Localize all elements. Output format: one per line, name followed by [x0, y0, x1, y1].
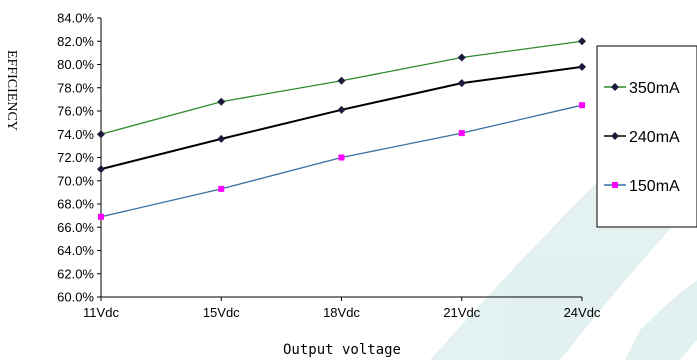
- legend-marker-150ma: [612, 182, 618, 188]
- data-point-150ma: [338, 154, 345, 161]
- x-tick-label: 18Vdc: [323, 305, 360, 320]
- legend-label-240ma: 240mA: [629, 129, 680, 146]
- legend-item-240ma: 240mA: [604, 129, 680, 146]
- y-tick-label: 68.0%: [57, 197, 94, 212]
- data-point-150ma: [579, 102, 585, 109]
- x-axis-ticks: 11Vdc 15Vdc 18Vdc 21Vdc 24Vdc: [83, 297, 601, 320]
- y-axis-ticks: 60.0% 62.0% 64.0% 66.0% 68.0% 70.0% 72.0% 74.0%…: [57, 11, 101, 305]
- series-layer: [97, 37, 586, 220]
- data-point-240ma: [457, 79, 466, 88]
- legend-label-150ma: 150mA: [629, 178, 680, 195]
- y-tick-label: 64.0%: [57, 243, 94, 258]
- x-tick-label: 24Vdc: [564, 305, 601, 320]
- legend-marker-350ma: [611, 83, 619, 91]
- y-axis-title: EFFICIENCY: [4, 50, 19, 131]
- y-tick-label: 74.0%: [57, 127, 94, 142]
- y-tick-label: 66.0%: [57, 220, 94, 235]
- data-point-350ma: [97, 130, 105, 139]
- data-point-240ma: [97, 165, 105, 174]
- x-tick-label: 11Vdc: [83, 305, 119, 320]
- x-axis-title: Output voltage: [283, 342, 401, 358]
- y-tick-label: 76.0%: [57, 104, 94, 119]
- data-point-150ma: [458, 130, 465, 137]
- series-line-350ma: [100, 40, 583, 135]
- y-tick-label: 84.0%: [57, 11, 94, 26]
- y-tick-label: 62.0%: [57, 266, 94, 281]
- y-tick-label: 78.0%: [57, 80, 94, 95]
- data-point-350ma: [578, 37, 586, 46]
- legend-item-150ma: 150mA: [604, 178, 680, 195]
- legend: 350mA 240mA 150mA: [596, 45, 697, 228]
- data-point-150ma: [218, 185, 225, 192]
- y-tick-label: 60.0%: [57, 290, 94, 305]
- legend-marker-240ma: [611, 132, 619, 140]
- watermark-arc-small: [625, 280, 697, 360]
- x-tick-label: 21Vdc: [443, 305, 480, 320]
- legend-label-350ma: 350mA: [629, 80, 680, 97]
- data-point-350ma: [337, 76, 346, 85]
- y-tick-label: 82.0%: [57, 34, 94, 49]
- y-tick-label: 72.0%: [57, 150, 94, 165]
- series-line-150ma: [100, 104, 583, 218]
- data-point-240ma: [578, 62, 586, 71]
- y-tick-label: 80.0%: [57, 57, 94, 72]
- data-point-150ma: [98, 213, 104, 220]
- legend-item-350ma: 350mA: [604, 80, 680, 97]
- data-point-350ma: [457, 53, 466, 62]
- data-point-240ma: [217, 134, 226, 143]
- y-tick-label: 70.0%: [57, 173, 94, 188]
- data-point-240ma: [337, 105, 346, 114]
- x-tick-label: 15Vdc: [203, 305, 240, 320]
- data-point-350ma: [217, 97, 226, 106]
